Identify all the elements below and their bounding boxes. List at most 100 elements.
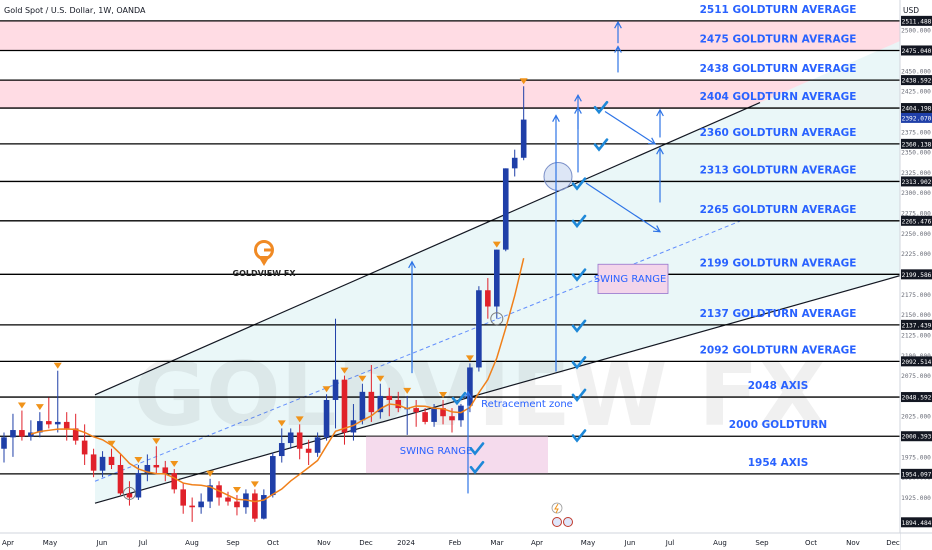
price-label-box [901, 215, 932, 226]
x-tick-label: 2024 [397, 539, 415, 547]
x-tick-label: Apr [2, 539, 14, 547]
x-tick-label: Sep [226, 539, 240, 547]
price-label: 2511.488 [902, 18, 932, 25]
candle-body [72, 428, 79, 441]
projection-arrow [585, 182, 661, 233]
level-label: 2475 GOLDTURN AVERAGE [700, 33, 857, 45]
candle-body [99, 456, 106, 471]
candle-body [314, 437, 321, 453]
candle-body [19, 430, 25, 437]
price-label-box [901, 138, 932, 149]
check-icon [593, 138, 609, 152]
price-label-box [901, 517, 932, 528]
y-tick-label: 1925.000 [901, 495, 931, 502]
chart-title: Gold Spot / U.S. Dollar, 1W, OANDA [4, 6, 146, 15]
ma-line [30, 257, 525, 503]
y-tick-label: 2100.000 [901, 353, 931, 360]
circle-marker [543, 161, 573, 191]
projection-arrow [604, 110, 656, 145]
time-axis-panel [0, 533, 900, 550]
goldview-logo: GOLDVIEW FX [233, 240, 296, 278]
level-label: 2000 GOLDTURN [729, 419, 827, 431]
candle-body [144, 464, 151, 474]
price-label: 2092.514 [902, 359, 932, 366]
triangle-marker [439, 391, 448, 398]
candle-body [520, 119, 527, 158]
candle-body [476, 290, 482, 368]
triangle-marker [322, 386, 331, 393]
candle-body [46, 421, 52, 425]
candle-body [440, 408, 446, 417]
candle-body [198, 501, 204, 508]
currency-label: USD [903, 6, 919, 15]
x-tick-label: May [43, 539, 57, 547]
y-tick-label: 2500.000 [901, 28, 931, 35]
swing-range-box [597, 263, 669, 294]
up-arrow-head [408, 260, 416, 269]
candle-body [323, 399, 330, 438]
price-label: 1894.484 [902, 520, 932, 527]
candle-body [207, 485, 213, 502]
up-arrow-head [574, 106, 582, 114]
price-label: 2137.439 [902, 322, 932, 329]
candle-body [368, 391, 375, 413]
projection-arrows [408, 20, 664, 494]
candle-body [296, 432, 303, 449]
resistance-zone [0, 20, 900, 51]
price-label-box [901, 176, 932, 187]
triangle-marker [403, 387, 412, 394]
time-axis: Apr May Jun Jul Aug Sep Oct Nov Dec 2024 Feb Mar Apr… [0, 502, 932, 550]
flag-icon [563, 517, 573, 527]
candle-body [395, 399, 402, 409]
projection-arrow-head [652, 225, 662, 233]
triangle-marker [134, 456, 143, 463]
candle-body [386, 395, 393, 400]
level-label: 2511 GOLDTURN AVERAGE [700, 4, 857, 16]
candle-body [108, 456, 115, 465]
candle-body [350, 420, 357, 433]
x-tick-label: Aug [713, 539, 727, 547]
candle-body [54, 421, 61, 425]
x-tick-label: Jul [138, 539, 148, 547]
price-axis: 1925.0001950.0001975.0002025.0002050.000… [899, 0, 932, 550]
check-icon [593, 100, 609, 115]
x-tick-label: Jun [96, 539, 108, 547]
candle-body [502, 168, 509, 250]
flag-icon [552, 517, 562, 527]
x-tick-label: Nov [846, 539, 860, 547]
level-label: 2404 GOLDTURN AVERAGE [700, 91, 857, 103]
channel-lower-line [94, 275, 901, 504]
level-label: 2265 GOLDTURN AVERAGE [700, 204, 857, 216]
price-label-box [901, 392, 932, 403]
candle-body [117, 464, 124, 494]
y-tick-label: 2175.000 [901, 292, 931, 299]
x-tick-label: Apr [531, 539, 543, 547]
price-label-box [901, 15, 932, 26]
up-arrow-head [614, 20, 622, 29]
candle-body [81, 440, 88, 455]
price-label: 2438.592 [902, 78, 932, 85]
candle-body [189, 505, 195, 508]
triangle-marker [277, 420, 286, 427]
candle-body [431, 408, 437, 422]
price-label-box [901, 356, 932, 367]
triangle-marker [492, 241, 501, 248]
annotation-text: SWING RANGE [400, 446, 473, 457]
triangle-marker [295, 416, 304, 423]
candle-body [162, 467, 169, 474]
circle-marker [490, 312, 504, 326]
triangle-marker [250, 481, 259, 488]
y-tick-label: 2425.000 [901, 89, 931, 96]
up-arrow-head [574, 93, 582, 102]
y-tick-label: 2325.000 [901, 170, 931, 177]
price-label-box [901, 431, 932, 442]
y-tick-label: 2275.000 [901, 211, 931, 218]
channel-upper-line [94, 101, 761, 396]
triangle-marker [358, 375, 367, 382]
level-label: 2438 GOLDTURN AVERAGE [700, 63, 857, 75]
triangle-marker [17, 402, 26, 409]
x-tick-label: Oct [267, 539, 279, 547]
check-icon [451, 391, 467, 406]
level-label: 2092 GOLDTURN AVERAGE [700, 344, 857, 356]
x-tick-label: Sep [755, 539, 769, 547]
